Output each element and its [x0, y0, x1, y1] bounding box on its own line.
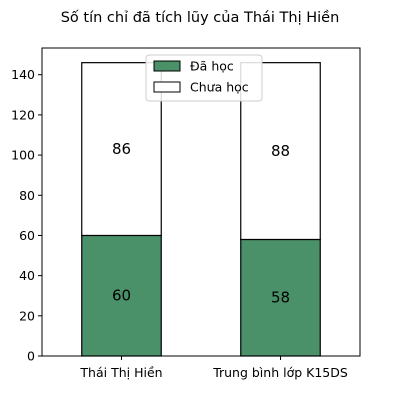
bars: [81, 62, 321, 357]
data-label: 86: [112, 140, 131, 158]
y-tick-label: 40: [19, 268, 35, 283]
legend-label: Chưa học: [190, 80, 249, 95]
y-tick-label: 0: [27, 349, 35, 364]
legend: Đã học Chưa học: [145, 54, 263, 102]
data-labels: 60 86 58 88: [112, 140, 290, 307]
data-label: 88: [271, 142, 290, 160]
y-tick-label: 140: [11, 67, 35, 82]
plot-frame: [41, 47, 361, 357]
y-tick-label: 60: [19, 228, 35, 243]
y-tick-label: 120: [11, 107, 35, 122]
legend-label: Đã học: [190, 59, 234, 74]
x-tick-label: Trung bình lớp K15DS: [212, 365, 348, 380]
y-tick-label: 100: [11, 148, 35, 163]
bar-segment: [81, 234, 162, 357]
data-label: 58: [271, 289, 290, 307]
x-tick-label: Thái Thị Hiền: [79, 365, 162, 380]
y-tick-label: 20: [19, 308, 35, 323]
y-tick-label: 80: [19, 188, 35, 203]
legend-swatch: [153, 81, 181, 93]
x-axis: Thái Thị Hiền Trung bình lớp K15DS: [79, 356, 348, 380]
data-label: 60: [112, 287, 131, 305]
legend-swatch: [153, 60, 181, 72]
chart-title: Số tín chỉ đã tích lũy của Thái Thị Hiền: [61, 9, 340, 26]
y-axis: 0 20 40 60 80 100 120 140: [11, 67, 42, 364]
